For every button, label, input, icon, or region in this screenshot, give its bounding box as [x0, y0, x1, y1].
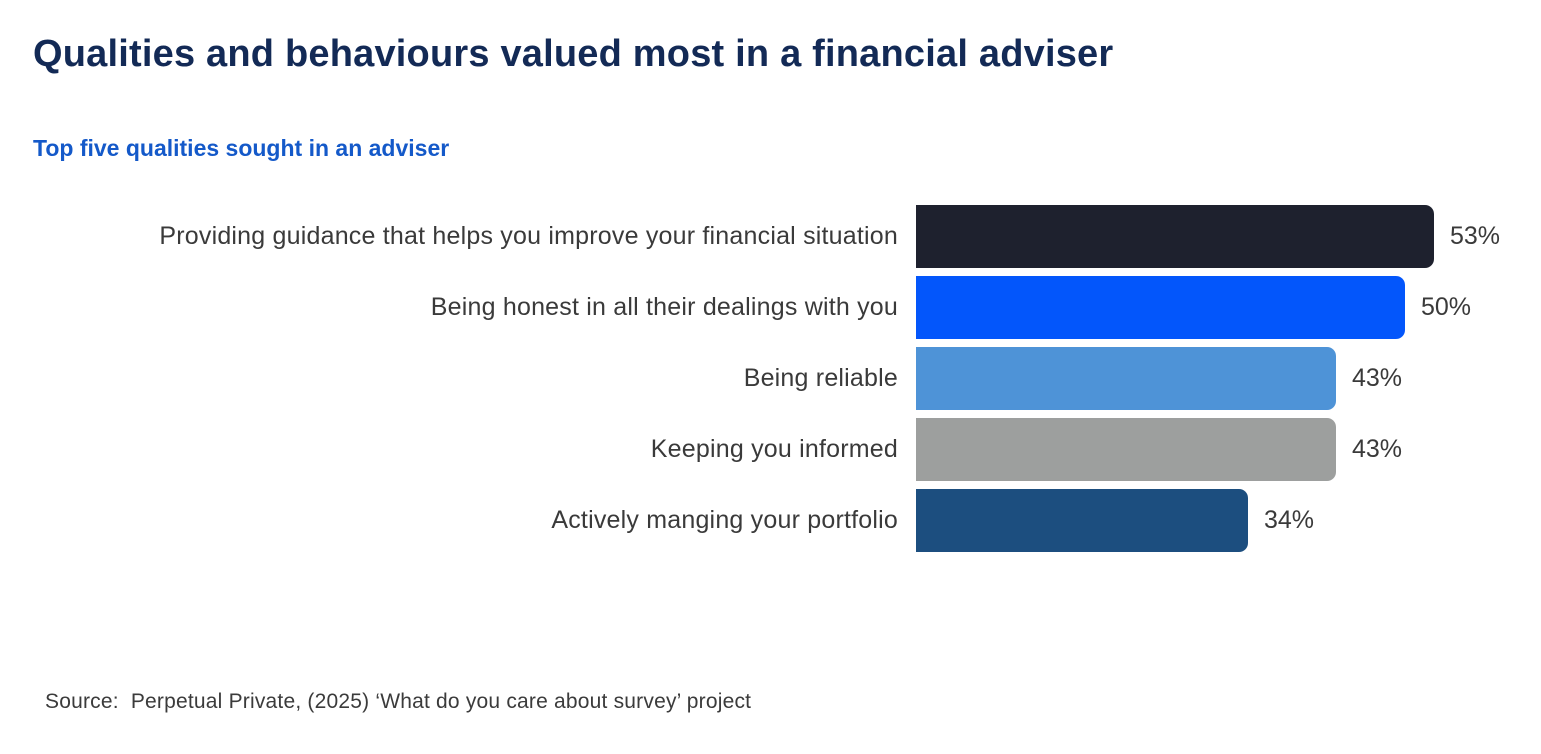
- bar-row: Actively manging your portfolio 34%: [0, 489, 1541, 552]
- value-label: 50%: [1421, 293, 1472, 321]
- bar: [916, 347, 1336, 410]
- value-label: 43%: [1352, 364, 1403, 392]
- page-title: Qualities and behaviours valued most in …: [33, 33, 1114, 75]
- value-label: 43%: [1352, 435, 1403, 463]
- source-note: Source: Perpetual Private, (2025) ‘What …: [45, 690, 752, 713]
- category-label: Keeping you informed: [650, 435, 898, 463]
- value-label: 53%: [1450, 222, 1501, 250]
- bar-row: Keeping you informed 43%: [0, 418, 1541, 481]
- value-label: 34%: [1264, 506, 1315, 534]
- category-label: Being honest in all their dealings with …: [430, 293, 898, 321]
- bar: [916, 276, 1405, 339]
- chart-subtitle: Top five qualities sought in an adviser: [33, 135, 450, 161]
- bar-row: Providing guidance that helps you improv…: [0, 205, 1541, 268]
- category-label: Actively manging your portfolio: [551, 506, 898, 534]
- bar: [916, 205, 1434, 268]
- category-label: Being reliable: [743, 364, 898, 392]
- category-label: Providing guidance that helps you improv…: [159, 222, 898, 250]
- bar: [916, 418, 1336, 481]
- bar-row: Being honest in all their dealings with …: [0, 276, 1541, 339]
- bar-row: Being reliable 43%: [0, 347, 1541, 410]
- bar: [916, 489, 1248, 552]
- bar-chart: Providing guidance that helps you improv…: [0, 205, 1541, 560]
